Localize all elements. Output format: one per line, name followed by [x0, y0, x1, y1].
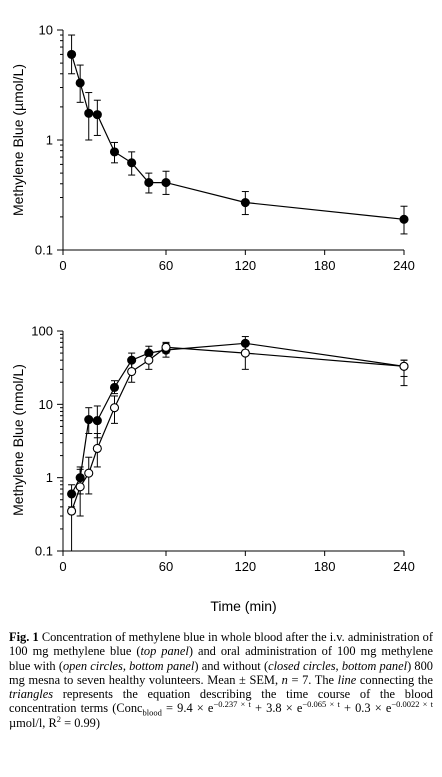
open-circle-point [240, 348, 250, 358]
closed-series-line [71, 342, 405, 495]
x-axis-title: Time (min) [210, 598, 276, 614]
closed-circle-point [92, 110, 102, 120]
y-tick-label: 0.1 [35, 544, 53, 559]
open-circle-point [127, 366, 137, 377]
open-circle-point [161, 342, 171, 352]
x-tick-label: 120 [234, 258, 256, 273]
closed-circle-point [84, 108, 94, 118]
closed-circle-point [75, 78, 85, 88]
open-series-line [71, 346, 405, 512]
y-tick-label: 100 [31, 324, 53, 339]
closed-circle-point [109, 382, 120, 392]
open-circle-point [67, 506, 77, 516]
y-tick-label: 1 [46, 133, 53, 148]
y-tick-label: 10 [39, 23, 53, 38]
closed-circle-point [67, 49, 77, 59]
closed-circle-point [92, 416, 102, 426]
x-tick-label: 120 [234, 559, 256, 574]
top-panel-chart: 0.1 1 10 0 60 120 180 240 Methylene Blue (µmol/L… [10, 23, 415, 274]
closed-circle-point [144, 178, 154, 188]
open-circle-point [75, 482, 85, 492]
open-circle-point [399, 361, 409, 371]
y-axis-title: Methylene Blue (µmol/L) [10, 64, 26, 216]
y-tick-label: 10 [39, 397, 53, 412]
closed-circle-point [161, 178, 171, 188]
open-circle-point [109, 403, 120, 413]
x-tick-label: 0 [59, 559, 66, 574]
x-tick-label: 60 [159, 559, 173, 574]
closed-circle-point [127, 158, 137, 168]
figure-caption: Fig. 1 Concentration of methylene blue i… [9, 630, 434, 730]
y-tick-label: 0.1 [35, 243, 53, 258]
closed-circle-point [84, 415, 94, 425]
closed-series-line [71, 54, 405, 220]
y-tick-label: 1 [46, 470, 53, 485]
closed-circle-point [240, 197, 250, 208]
figure-number: Fig. 1 [9, 630, 39, 644]
x-tick-label: 180 [314, 258, 336, 273]
x-tick-label: 240 [393, 258, 415, 273]
x-tick-label: 60 [159, 258, 173, 273]
closed-circle-point [399, 214, 409, 224]
open-circle-point [92, 443, 102, 454]
x-tick-label: 180 [314, 559, 336, 574]
open-circle-point [144, 355, 154, 365]
open-circle-point [84, 468, 94, 478]
closed-circle-point [109, 147, 120, 157]
bottom-panel-chart: 0.1 1 10 100 0 60 120 180 240 Methylene Blue (nmo… [10, 324, 415, 615]
x-tick-label: 240 [393, 559, 415, 574]
x-tick-label: 0 [59, 258, 66, 273]
y-axis-title: Methylene Blue (nmol/L) [10, 364, 26, 516]
